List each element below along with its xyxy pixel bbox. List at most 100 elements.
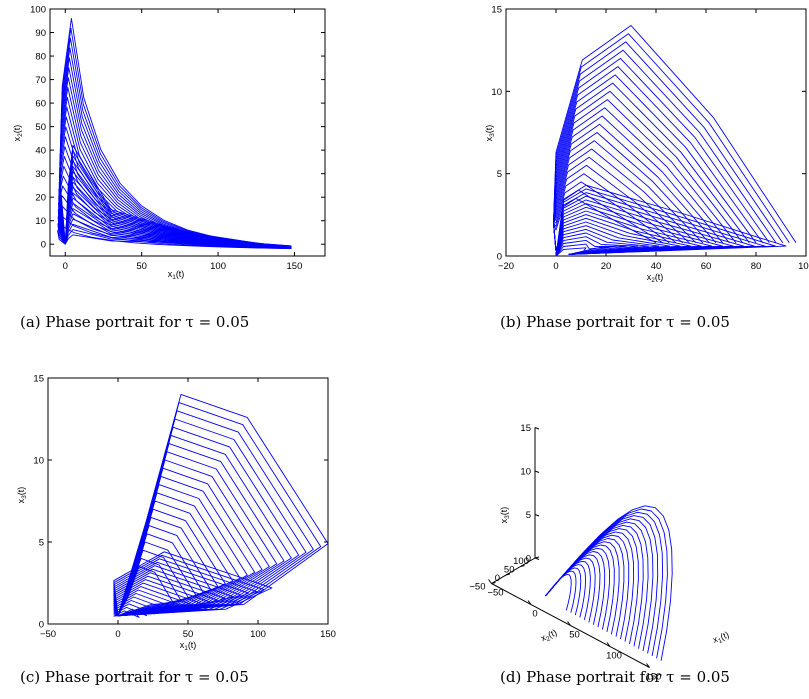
- y-tick-label: 50: [504, 565, 515, 576]
- x-tick: [488, 579, 492, 584]
- series-line: [545, 541, 620, 635]
- series-line: [60, 27, 292, 247]
- y-tick-label: 50: [35, 122, 46, 133]
- y-axis-label: x3(t): [16, 487, 28, 504]
- plot-frame: [49, 8, 326, 257]
- series-line: [117, 418, 307, 617]
- x-tick-label: 60: [701, 261, 712, 272]
- z-axis-label: x3(t): [499, 507, 511, 524]
- series-line: [555, 225, 670, 257]
- x-axis-label: x1(t): [711, 629, 731, 646]
- series-line: [553, 82, 750, 252]
- series-line: [64, 229, 280, 248]
- z-tick-label: 5: [526, 510, 531, 521]
- y-tick-label: 90: [35, 28, 46, 39]
- x-tick-label: 50: [136, 261, 147, 272]
- series-line: [59, 57, 292, 247]
- y-tick-label: 60: [35, 99, 46, 110]
- x-tick-label: 150: [287, 261, 303, 272]
- y-tick-label: 0: [39, 620, 44, 631]
- series-line: [113, 551, 273, 617]
- series-line: [64, 234, 280, 248]
- series-line: [113, 600, 163, 617]
- x-tick-label: 20: [601, 261, 612, 272]
- y-tick-label: 0: [497, 252, 502, 263]
- series-line: [555, 228, 660, 257]
- series-line: [555, 214, 702, 257]
- x-axis-label: x1(t): [180, 640, 197, 652]
- y-tick-label: 0: [495, 573, 500, 584]
- series-line: [113, 603, 156, 617]
- y-tick-label: 70: [35, 75, 46, 86]
- y-tick-label: 10: [33, 456, 44, 467]
- y-tick-label: 5: [39, 538, 44, 549]
- y-tick-label: 15: [491, 5, 502, 16]
- series-line: [553, 41, 784, 252]
- series-line: [117, 393, 329, 617]
- x-tick: [606, 642, 611, 647]
- y-axis-label: x3(t): [484, 125, 496, 142]
- y-tick-label: 40: [35, 146, 46, 157]
- y-tick-label: 10: [35, 216, 46, 227]
- chart-a: 0 50 100 150 0 10 20 30 40 50 60 70 80 90 100 x1(t) x2…: [12, 5, 326, 281]
- series-line: [117, 557, 182, 617]
- z-tick-label: 10: [520, 467, 531, 478]
- series-line: [545, 538, 625, 637]
- series-line: [113, 593, 179, 617]
- x-tick-label: 150: [320, 629, 336, 640]
- x-tick-label: −50: [40, 629, 56, 640]
- y-tick-label: 5: [497, 169, 502, 180]
- y-tick-label: 0: [41, 240, 46, 251]
- y-axis-line: [491, 557, 536, 584]
- series-line: [60, 17, 292, 247]
- x-axis-label: x1(t): [168, 269, 185, 281]
- series-line: [555, 217, 692, 257]
- y-tick-label: 20: [35, 193, 46, 204]
- series-line: [113, 589, 187, 617]
- series-line: [555, 184, 787, 257]
- x-tick-label: 0: [532, 609, 537, 620]
- z-tick-label: 15: [520, 423, 531, 434]
- y-tick: [534, 556, 540, 559]
- z-tick: [534, 427, 540, 430]
- series-line: [555, 243, 618, 257]
- series-line: [64, 223, 280, 248]
- series-line: [555, 221, 681, 257]
- x-tick-label: 150: [646, 672, 662, 683]
- y-tick: [520, 565, 525, 567]
- z-tick: [534, 514, 540, 517]
- x-tick: [567, 621, 571, 626]
- series-line: [64, 144, 280, 248]
- caption-b: (b) Phase portrait for τ = 0.05: [500, 313, 730, 331]
- y-tick-label: 15: [33, 374, 44, 385]
- x-tick-label: 100: [606, 651, 622, 662]
- y-tick-label: 80: [35, 52, 46, 63]
- x-tick: [646, 663, 650, 668]
- caption-c: (c) Phase portrait for τ = 0.05: [20, 668, 249, 686]
- y-tick-label: −50: [469, 582, 485, 593]
- x-tick-label: 100: [798, 261, 809, 272]
- series-line: [553, 25, 797, 252]
- y-tick-label: 30: [35, 169, 46, 180]
- x-tick-label: 0: [553, 261, 558, 272]
- y-tick-label: 100: [513, 556, 529, 567]
- series-line: [117, 410, 314, 617]
- x-tick-label: 80: [751, 261, 762, 272]
- x-tick: [527, 600, 532, 605]
- y-tick-label: 10: [491, 87, 502, 98]
- y-tick: [491, 582, 496, 584]
- y-tick-label: 100: [30, 5, 46, 16]
- series-line: [113, 596, 171, 617]
- x-tick-label: 40: [651, 261, 662, 272]
- y-axis-label: x2(t): [12, 125, 24, 142]
- x-tick-label: 0: [63, 261, 68, 272]
- series-line: [555, 236, 639, 257]
- x-tick-label: 0: [115, 629, 120, 640]
- series-line: [545, 505, 673, 661]
- z-tick: [534, 470, 540, 473]
- series-line: [555, 239, 628, 257]
- x-tick-label: −20: [498, 261, 514, 272]
- series-line: [553, 49, 777, 252]
